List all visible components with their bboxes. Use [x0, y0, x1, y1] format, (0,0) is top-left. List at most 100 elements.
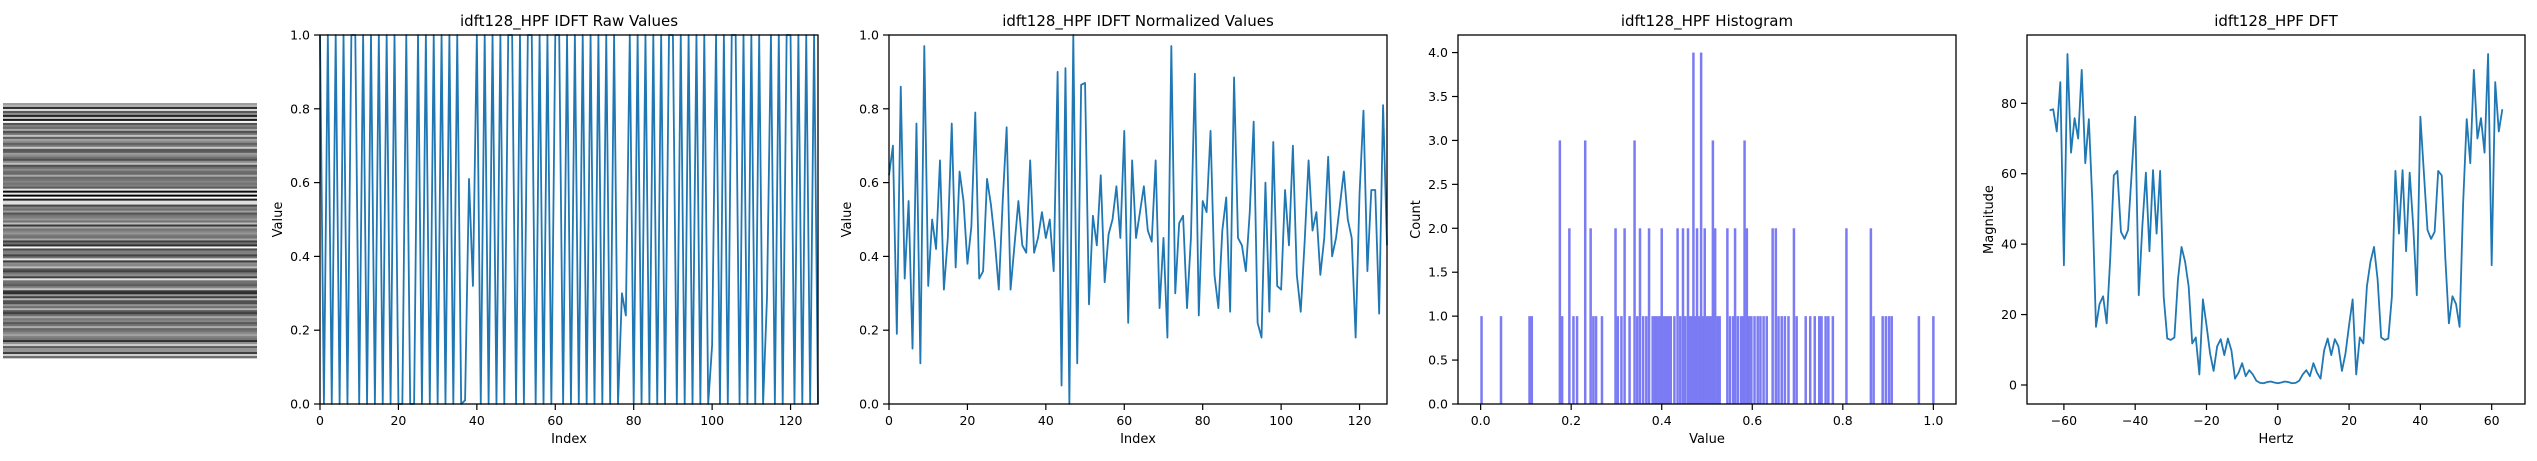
stripe-row [3, 114, 257, 118]
histogram-bar [1688, 316, 1692, 404]
histogram-bar [1638, 228, 1642, 404]
stripe-row [3, 152, 257, 156]
y-tick-label: 80 [2001, 96, 2017, 111]
stripe-row [3, 234, 257, 237]
y-tick-label: 0 [2009, 377, 2017, 392]
histogram-bar [1872, 316, 1875, 404]
stripe-row [3, 220, 257, 223]
histogram-bar [1713, 228, 1717, 404]
x-tick-label: 20 [390, 413, 406, 428]
y-axis-label: Magnitude [1982, 185, 1997, 254]
stripe-row [3, 270, 257, 273]
histogram-bar [1728, 316, 1732, 404]
x-tick-label: 0.2 [1561, 413, 1581, 428]
stripe-row [3, 130, 257, 134]
histogram-bar [1530, 316, 1534, 404]
x-tick-label: 40 [469, 413, 485, 428]
stripe-row [3, 200, 257, 203]
x-tick-label: 1.0 [1923, 413, 1943, 428]
stripe-row [3, 120, 257, 124]
y-axis-label: Value [840, 202, 855, 238]
stripe-row [3, 288, 257, 291]
histogram-bar [1708, 316, 1711, 404]
chart-histogram: 0.0 0.2 0.4 0.6 0.8 1.0 0.0 0.5 1.0 1.5 2.0 2.5 3.0 3… [1409, 12, 1957, 447]
histogram-bar [1679, 316, 1682, 404]
histogram-bar [1572, 316, 1575, 404]
histogram-bar [1718, 316, 1721, 404]
stripe-row [3, 284, 257, 287]
stripe-row [3, 228, 257, 231]
chart-title: idft128_HPF IDFT Raw Values [460, 12, 678, 31]
y-tick-label: 60 [2001, 166, 2017, 181]
histogram-bar [1695, 228, 1699, 404]
histogram-bar [1701, 316, 1705, 404]
x-axis-label: Value [1689, 432, 1725, 447]
stripe-row [3, 266, 257, 269]
histogram-bar [1932, 316, 1935, 404]
stripe-row [3, 340, 257, 343]
stripe-row [3, 166, 257, 170]
axes-spines [888, 34, 1388, 405]
stripe-row [3, 312, 257, 315]
histogram-bar [1665, 316, 1668, 404]
histogram-bar [1845, 228, 1848, 404]
histogram-bar [1777, 316, 1780, 404]
stripe-row [3, 350, 257, 353]
x-tick-label: 40 [2412, 413, 2428, 428]
histogram-bar [1733, 228, 1737, 404]
histogram-bar [1528, 316, 1531, 404]
histogram-bar [1641, 316, 1645, 404]
stripe-row [3, 172, 257, 176]
stripe-row [3, 272, 257, 275]
histogram-bar [1686, 228, 1690, 404]
y-axis-label: Count [1409, 200, 1424, 239]
histogram-bar [1589, 228, 1592, 404]
stripe-row [3, 190, 257, 193]
stripe-row [3, 314, 257, 317]
stripe-row [3, 254, 257, 257]
histogram-bar [1726, 228, 1729, 404]
histogram-bar [1616, 316, 1620, 404]
y-tick-label: 0.0 [859, 397, 879, 412]
y-tick-label: 2.5 [1428, 177, 1448, 192]
histogram-bar [1690, 316, 1693, 404]
stripe-row [3, 194, 257, 197]
stripe-row [3, 126, 257, 130]
x-tick-label: 0 [2274, 413, 2282, 428]
histogram-bar [1741, 316, 1745, 404]
histogram-bar [1824, 316, 1827, 404]
stripe-row [3, 326, 257, 329]
y-tick-label: 0.2 [859, 323, 879, 338]
x-tick-label: 120 [1348, 413, 1372, 428]
stripe-row [3, 296, 257, 299]
stripe-row [3, 264, 257, 267]
stripe-row [3, 212, 257, 215]
y-tick-label: 0.5 [1428, 353, 1448, 368]
stripe-row [3, 292, 257, 295]
stripe-row [3, 248, 257, 251]
histogram-bar [1667, 316, 1670, 404]
stripe-row [3, 344, 257, 347]
x-tick-label: 80 [626, 413, 642, 428]
stripe-row [3, 110, 257, 114]
x-tick-label: 0 [885, 413, 893, 428]
stripe-row [3, 218, 257, 221]
stripe-row [3, 304, 257, 307]
stripe-row [3, 146, 257, 150]
stripe-row [3, 214, 257, 217]
stripe-row [3, 186, 257, 190]
x-tick-label: −60 [2051, 413, 2077, 428]
stripe-row [3, 252, 257, 255]
stripe-row [3, 168, 257, 172]
stripe-row [3, 188, 257, 191]
y-tick-label: 0.6 [859, 175, 879, 190]
axes-spines [1457, 34, 1957, 405]
histogram-bar [1820, 316, 1823, 404]
stripe-row [3, 290, 257, 293]
histogram-bar [1771, 228, 1774, 404]
stripe-row [3, 268, 257, 271]
chart-idft-normalized-values: 0 20 40 60 80 100 120 0.0 0.2 0.4 0.6 0.8 1.0 idft128… [840, 12, 1388, 447]
chart-title: idft128_HPF IDFT Normalized Values [1002, 12, 1274, 31]
x-axis-label: Index [551, 432, 587, 447]
